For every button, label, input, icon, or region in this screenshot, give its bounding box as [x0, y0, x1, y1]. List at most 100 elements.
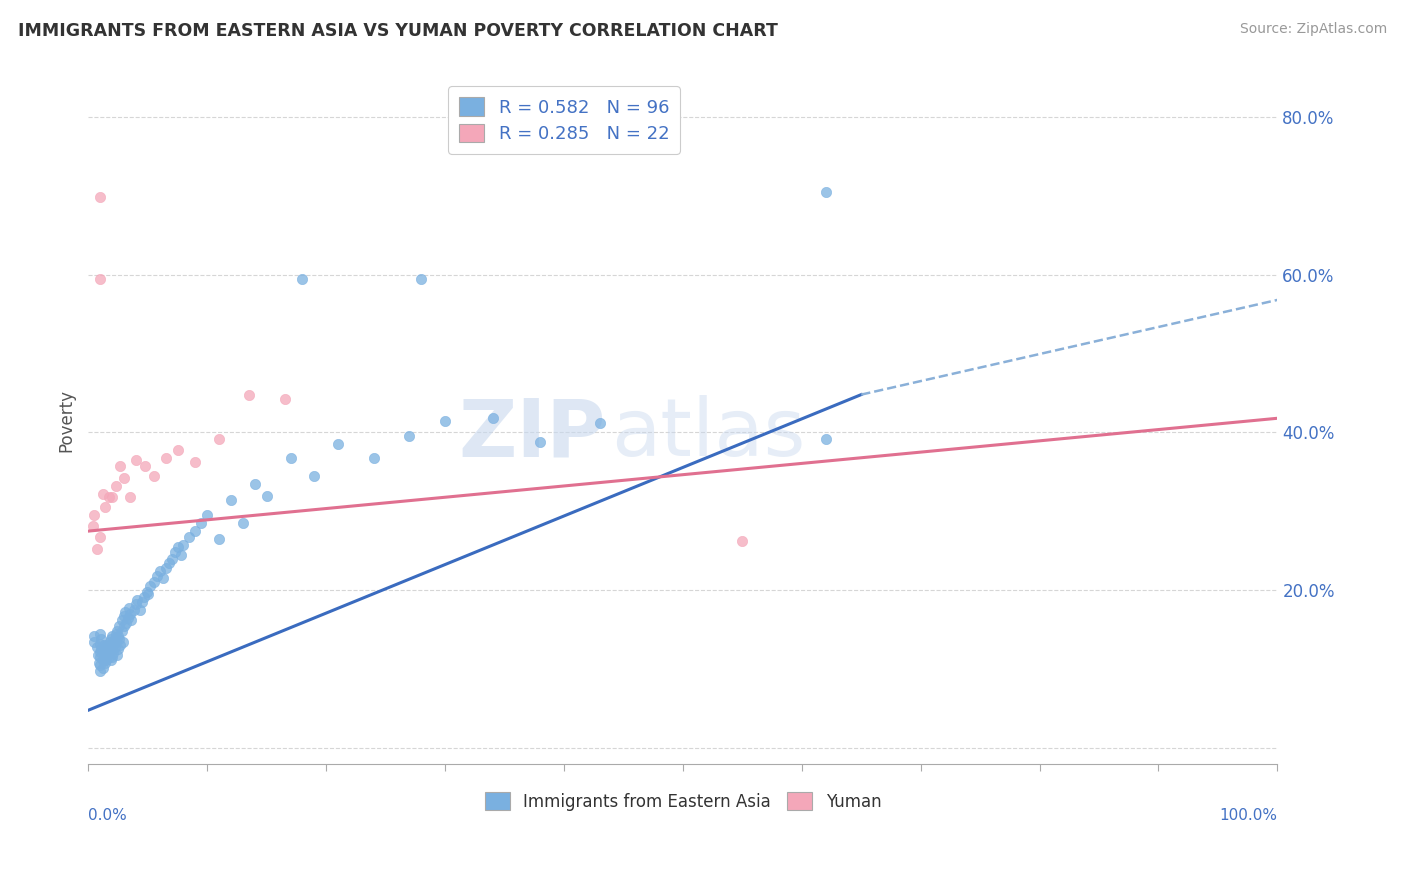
Point [131, 595, 153, 609]
Point [96, 639, 118, 653]
Point [173, 537, 195, 551]
Point [112, 471, 135, 485]
Point [135, 585, 157, 599]
Point [101, 490, 124, 504]
Point [103, 632, 125, 647]
Text: Source: ZipAtlas.com: Source: ZipAtlas.com [1240, 22, 1388, 37]
Point [125, 453, 148, 467]
Point [103, 646, 125, 660]
Text: IMMIGRANTS FROM EASTERN ASIA VS YUMAN POVERTY CORRELATION CHART: IMMIGRANTS FROM EASTERN ASIA VS YUMAN PO… [18, 22, 778, 40]
Point [103, 640, 125, 654]
Point [142, 575, 165, 590]
Point [101, 642, 124, 657]
Point [98, 634, 121, 648]
Point [363, 450, 385, 465]
Point [89, 637, 111, 651]
Point [814, 432, 837, 446]
Point [142, 468, 165, 483]
Point [160, 551, 183, 566]
Point [89, 530, 111, 544]
Point [91, 487, 114, 501]
Point [97, 490, 120, 504]
Point [238, 387, 260, 401]
Text: atlas: atlas [612, 395, 806, 474]
Point [134, 458, 156, 473]
Point [112, 608, 135, 623]
Point [731, 534, 754, 549]
Point [83, 508, 105, 523]
Point [83, 634, 105, 648]
Point [115, 616, 138, 631]
Point [152, 571, 174, 585]
Point [83, 629, 105, 643]
Point [104, 479, 127, 493]
Point [100, 653, 122, 667]
Legend: Immigrants from Eastern Asia, Yuman: Immigrants from Eastern Asia, Yuman [478, 786, 889, 817]
Point [105, 648, 128, 662]
Point [195, 508, 218, 523]
Point [111, 613, 134, 627]
Point [96, 648, 118, 662]
Point [232, 516, 254, 531]
Point [89, 658, 111, 673]
Point [118, 607, 141, 621]
Point [190, 516, 212, 531]
Point [114, 605, 136, 619]
Point [120, 613, 142, 627]
Point [97, 650, 120, 665]
Point [128, 603, 150, 617]
Point [149, 564, 172, 578]
Point [100, 632, 122, 647]
Point [96, 648, 118, 662]
Point [179, 530, 201, 544]
Point [125, 598, 148, 612]
Point [291, 271, 314, 285]
Point [529, 434, 551, 449]
Point [87, 656, 110, 670]
Point [481, 411, 503, 425]
Point [90, 642, 112, 657]
Point [89, 645, 111, 659]
Point [110, 639, 132, 653]
Text: ZIP: ZIP [458, 395, 606, 474]
Point [108, 632, 131, 647]
Text: 100.0%: 100.0% [1219, 808, 1278, 823]
Point [117, 611, 139, 625]
Point [165, 545, 187, 559]
Point [146, 569, 169, 583]
Point [90, 632, 112, 647]
Point [96, 653, 118, 667]
Point [82, 518, 104, 533]
Point [118, 490, 141, 504]
Point [219, 492, 242, 507]
Point [280, 450, 302, 465]
Point [166, 442, 188, 457]
Point [127, 592, 149, 607]
Point [136, 587, 159, 601]
Point [398, 429, 420, 443]
Point [134, 590, 156, 604]
Point [94, 656, 117, 670]
Point [87, 648, 110, 662]
Point [105, 624, 128, 639]
Point [304, 468, 326, 483]
Point [103, 637, 125, 651]
Point [98, 645, 121, 659]
Point [104, 634, 127, 648]
Point [89, 626, 111, 640]
Text: 0.0%: 0.0% [89, 808, 127, 823]
Point [94, 500, 117, 515]
Point [139, 579, 162, 593]
Point [91, 660, 114, 674]
Point [208, 432, 231, 446]
Point [118, 600, 141, 615]
Point [273, 392, 295, 407]
Point [104, 626, 127, 640]
Point [107, 642, 129, 657]
Point [112, 619, 135, 633]
Point [243, 476, 266, 491]
Point [101, 650, 124, 665]
Point [93, 650, 115, 665]
Point [96, 642, 118, 657]
Point [89, 190, 111, 204]
